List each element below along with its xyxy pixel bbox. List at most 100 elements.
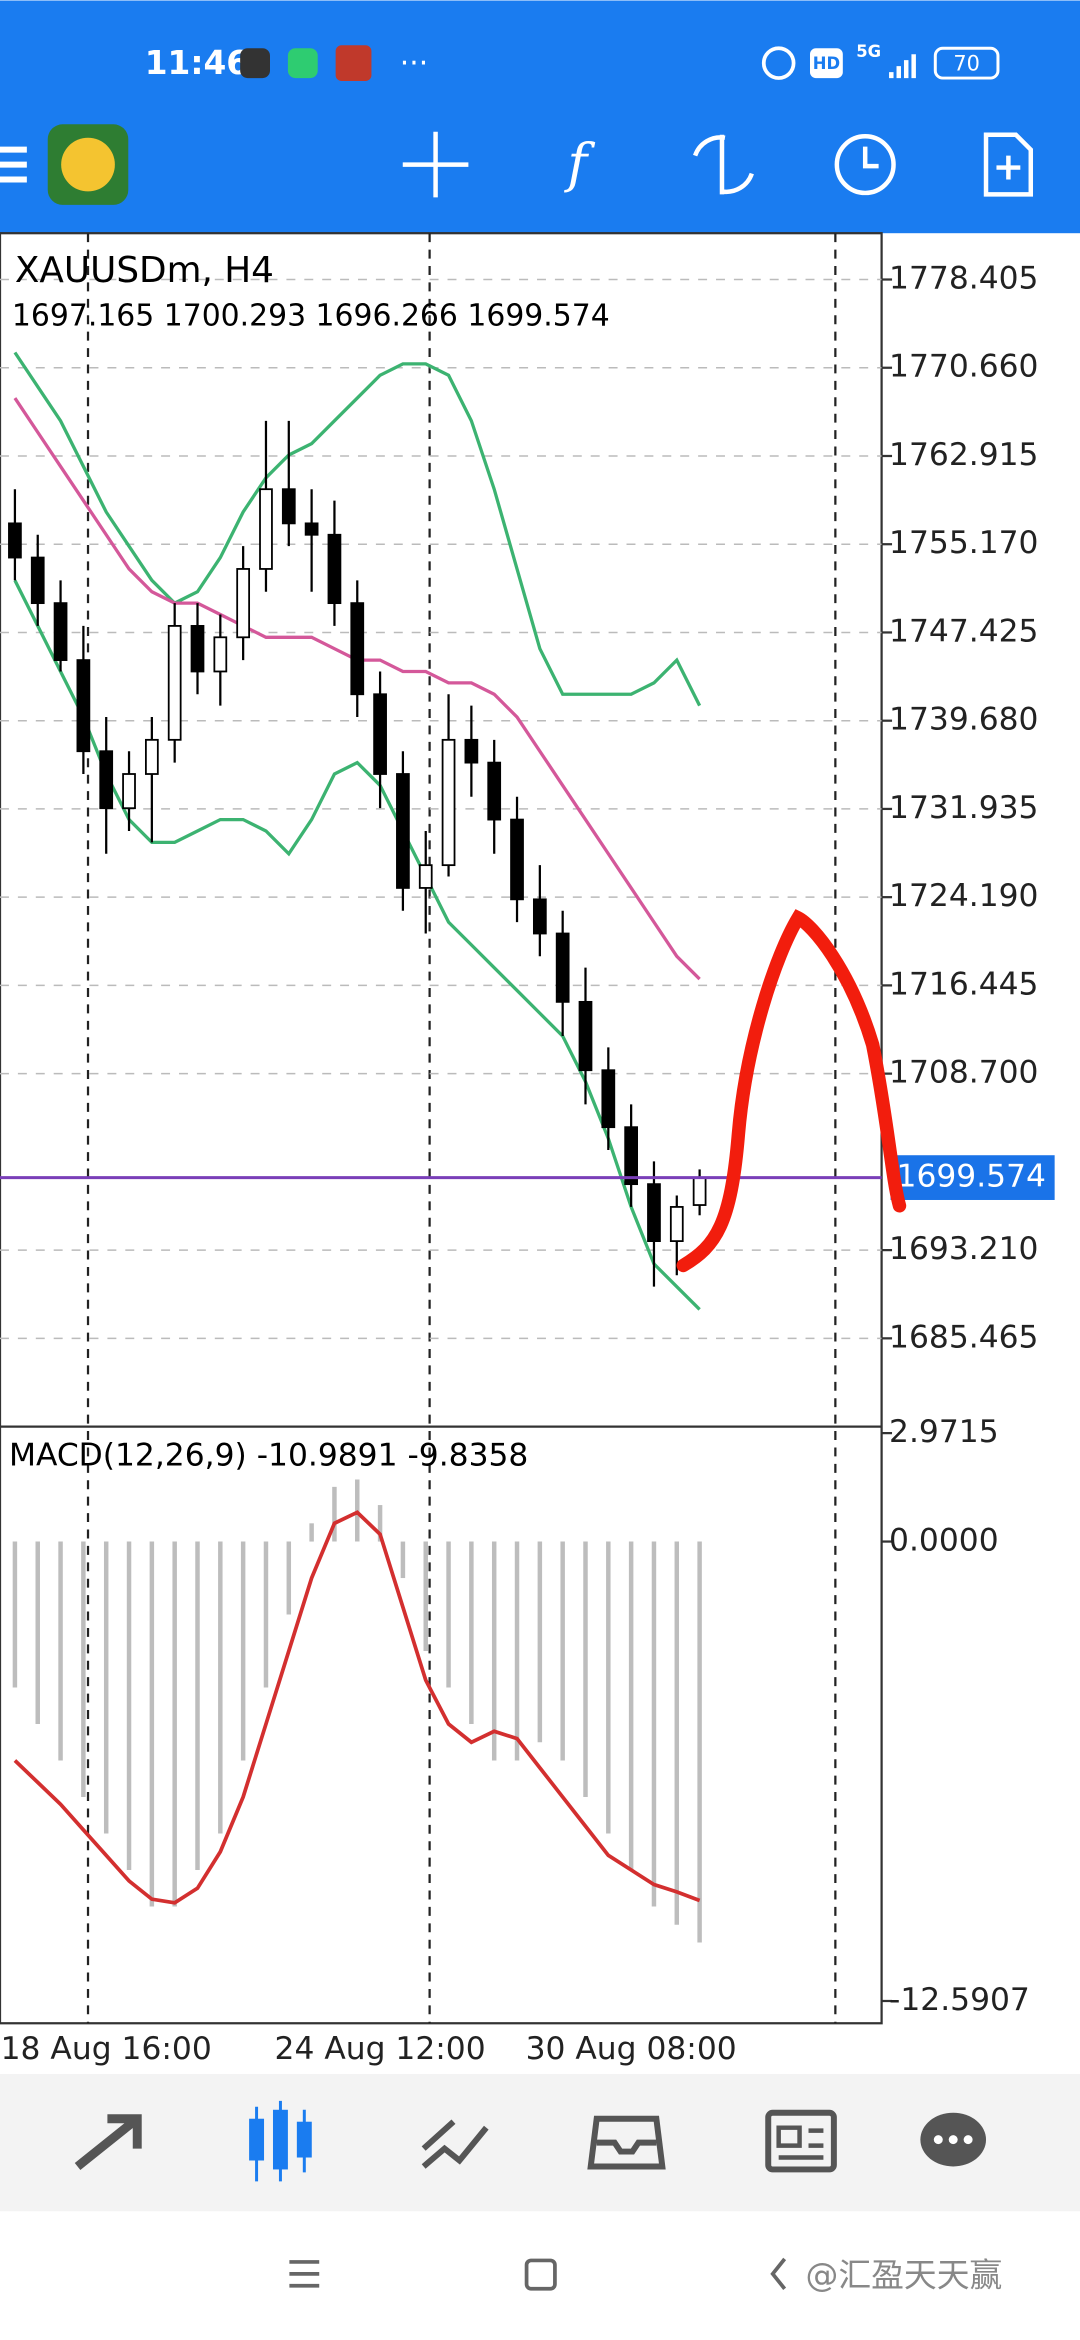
chat-dot (963, 2135, 973, 2145)
history-tab[interactable] (587, 2115, 666, 2170)
chart-title: XAUUSDm, H4 (15, 250, 274, 291)
candle-body (190, 625, 205, 673)
y-tick-label: 1685.465 (889, 1319, 1038, 1355)
watermark: @汇盈天天赢 (806, 2256, 1003, 2294)
candle-body (281, 488, 296, 525)
hd-badge (810, 48, 843, 79)
header-bg (0, 0, 1080, 234)
y-tick-label: 1708.700 (889, 1055, 1038, 1091)
macd-chart: 2.9715 0.0000 -12.5907 (12, 1414, 1030, 2018)
candle-body (350, 602, 365, 696)
symbols-button[interactable] (693, 134, 754, 195)
hand-drawn-annotation (676, 909, 907, 1273)
candle-body (418, 864, 433, 889)
current-price-box (890, 1155, 1055, 1200)
battery-level: 70 (953, 52, 980, 76)
crosshair-button[interactable] (402, 131, 469, 198)
macd-name: MACD(12,26,9) (9, 1437, 247, 1473)
y-tick-label: 1762.915 (889, 437, 1038, 473)
y-tick-label: 1739.680 (889, 702, 1038, 738)
candle-body (487, 761, 502, 821)
news-tab[interactable] (765, 2109, 837, 2173)
app-icon (335, 45, 372, 82)
candle-body (669, 1206, 684, 1242)
app-icon (240, 48, 270, 79)
candle-body (144, 738, 159, 775)
y-tick-label: 1778.405 (889, 261, 1038, 297)
y-tick-label: 0.0000 (889, 1523, 999, 1559)
y-tick-label: 1747.425 (889, 613, 1038, 649)
app-icon (287, 48, 318, 79)
indicator-line (13, 351, 702, 707)
x-tick-label: 30 Aug 08:00 (526, 2031, 737, 2067)
candle-body (624, 1126, 639, 1186)
candle-body (373, 693, 387, 775)
system-menu-button[interactable] (289, 2260, 320, 2288)
system-home-button[interactable] (524, 2258, 557, 2291)
candle-body (304, 522, 319, 536)
close-value: 1699.574 (467, 298, 609, 333)
clock: 11:46 (145, 44, 249, 82)
y-tick-label: 1693.210 (889, 1231, 1038, 1267)
signal-line (13, 1510, 701, 1905)
candle-body (122, 773, 136, 810)
network-label: 5G (856, 42, 881, 61)
y-tick-label: 1724.190 (889, 878, 1038, 914)
candle-body (532, 898, 547, 935)
x-tick-label: 24 Aug 12:00 (275, 2031, 486, 2067)
alarm-icon (761, 46, 796, 80)
period-separators (86, 233, 837, 2024)
chat-dot (933, 2135, 943, 2145)
candle-body (213, 636, 228, 673)
signal-value: -9.8358 (407, 1437, 528, 1473)
plot-frame (0, 232, 883, 2025)
app-logo-mark (61, 137, 115, 192)
high-value: 1700.293 (164, 298, 306, 333)
chart-tab[interactable] (249, 2100, 312, 2182)
hd-label: HD (813, 54, 840, 73)
ohlc-line: 1697.165 1700.293 1696.266 1699.574 (12, 298, 610, 333)
more-icons: ··· (400, 46, 428, 81)
candle-body (578, 1000, 593, 1072)
y-tick-label: 2.9715 (889, 1414, 999, 1450)
candle-body (647, 1183, 661, 1242)
candle-body (464, 738, 479, 764)
quotes-tab[interactable] (74, 2114, 142, 2170)
trade-tab[interactable] (421, 2119, 489, 2169)
current-price-label: 1699.574 (897, 1159, 1046, 1195)
macd-title: MACD(12,26,9) -10.9891 -9.8358 (9, 1437, 528, 1473)
candle-body (53, 602, 68, 661)
macd-value: -10.9891 (257, 1437, 398, 1473)
candle-body (259, 488, 273, 570)
y-tick-label: -12.5907 (889, 1982, 1030, 2018)
menu-button[interactable] (0, 146, 27, 183)
y-tick-label: 1716.445 (889, 966, 1038, 1002)
signal-icon (889, 54, 916, 79)
x-tick-label: 18 Aug 16:00 (1, 2031, 212, 2067)
bottom-nav (0, 2073, 1080, 2212)
battery-icon (933, 46, 1000, 80)
news-tab-lines (776, 2125, 824, 2160)
period-hands (862, 146, 879, 169)
candle-body (601, 1069, 616, 1129)
period-button[interactable] (834, 134, 896, 196)
candle-body (76, 659, 91, 753)
system-back-button[interactable] (770, 2257, 787, 2290)
chat-dot (948, 2135, 958, 2145)
candle-body (396, 773, 410, 889)
new-order-button[interactable] (983, 132, 1034, 197)
open-value: 1697.165 (12, 298, 154, 333)
candle-body (99, 750, 114, 810)
main-chart: 1778.405 1770.660 1762.915 1755.170 1747.425… (0, 261, 1055, 1355)
candle-body (327, 533, 342, 605)
candle-body (555, 932, 570, 1003)
candle-body (510, 818, 524, 901)
candle-body (441, 738, 456, 867)
candle-body (30, 556, 45, 605)
y-tick-label: 1731.935 (889, 790, 1038, 826)
candle-body (692, 1176, 707, 1206)
y-tick-label: 1770.660 (889, 349, 1038, 385)
